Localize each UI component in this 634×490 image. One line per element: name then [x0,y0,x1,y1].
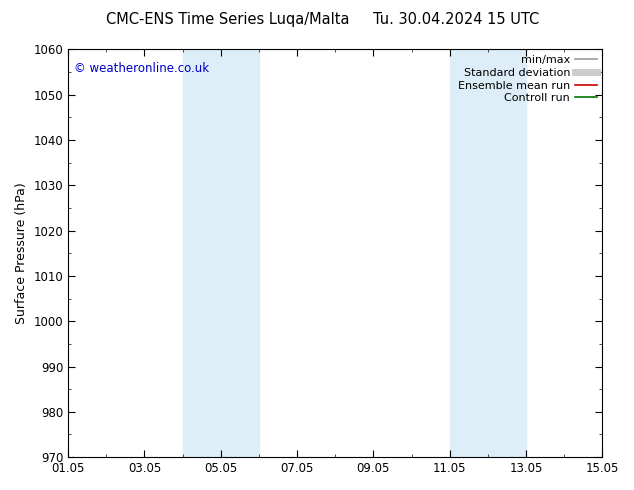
Bar [450,49,526,457]
Legend: min/max, Standard deviation, Ensemble mean run, Controll run: min/max, Standard deviation, Ensemble me… [458,55,597,103]
Bar [183,49,259,457]
Y-axis label: Surface Pressure (hPa): Surface Pressure (hPa) [15,182,28,324]
Text: CMC-ENS Time Series Luqa/Malta: CMC-ENS Time Series Luqa/Malta [107,12,350,27]
Text: © weatheronline.co.uk: © weatheronline.co.uk [74,62,209,74]
Text: Tu. 30.04.2024 15 UTC: Tu. 30.04.2024 15 UTC [373,12,540,27]
